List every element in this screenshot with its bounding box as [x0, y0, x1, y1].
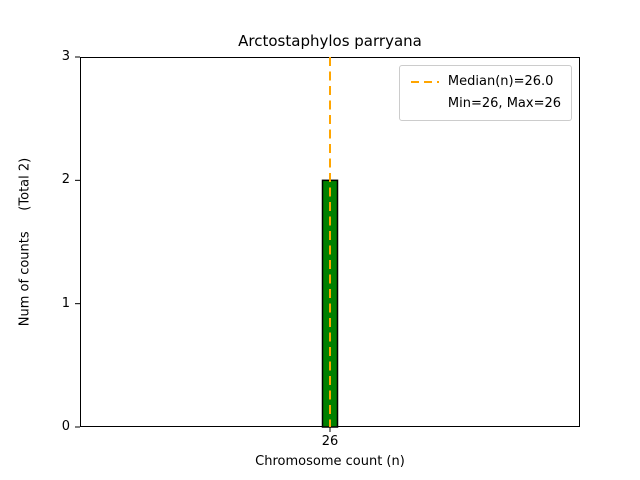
- y-tick-label: 1: [61, 295, 70, 311]
- y-tick-label: 3: [61, 49, 70, 64]
- chart-title: Arctostaphylos parryana: [238, 32, 422, 50]
- legend: Median(n)=26.0 Min=26, Max=26: [398, 65, 572, 121]
- legend-label-minmax: Min=26, Max=26: [447, 96, 561, 111]
- legend-sample-placeholder: [410, 99, 440, 109]
- y-tick-label: 0: [61, 419, 70, 434]
- x-tick-label: 26: [321, 434, 339, 449]
- y-axis-label: Num of counts (Total 2): [17, 157, 33, 327]
- legend-label-median: Median(n)=26.0: [447, 74, 554, 89]
- x-axis-label: Chromosome count (n): [255, 454, 405, 469]
- y-tick-label: 2: [61, 172, 70, 188]
- median-dashed-line-icon: [410, 81, 439, 83]
- plot-area: Median(n)=26.0 Min=26, Max=26: [75, 56, 580, 432]
- legend-entry-minmax: Min=26, Max=26: [410, 96, 561, 112]
- legend-entry-median: Median(n)=26.0: [410, 74, 561, 90]
- plot-canvas: [75, 56, 339, 432]
